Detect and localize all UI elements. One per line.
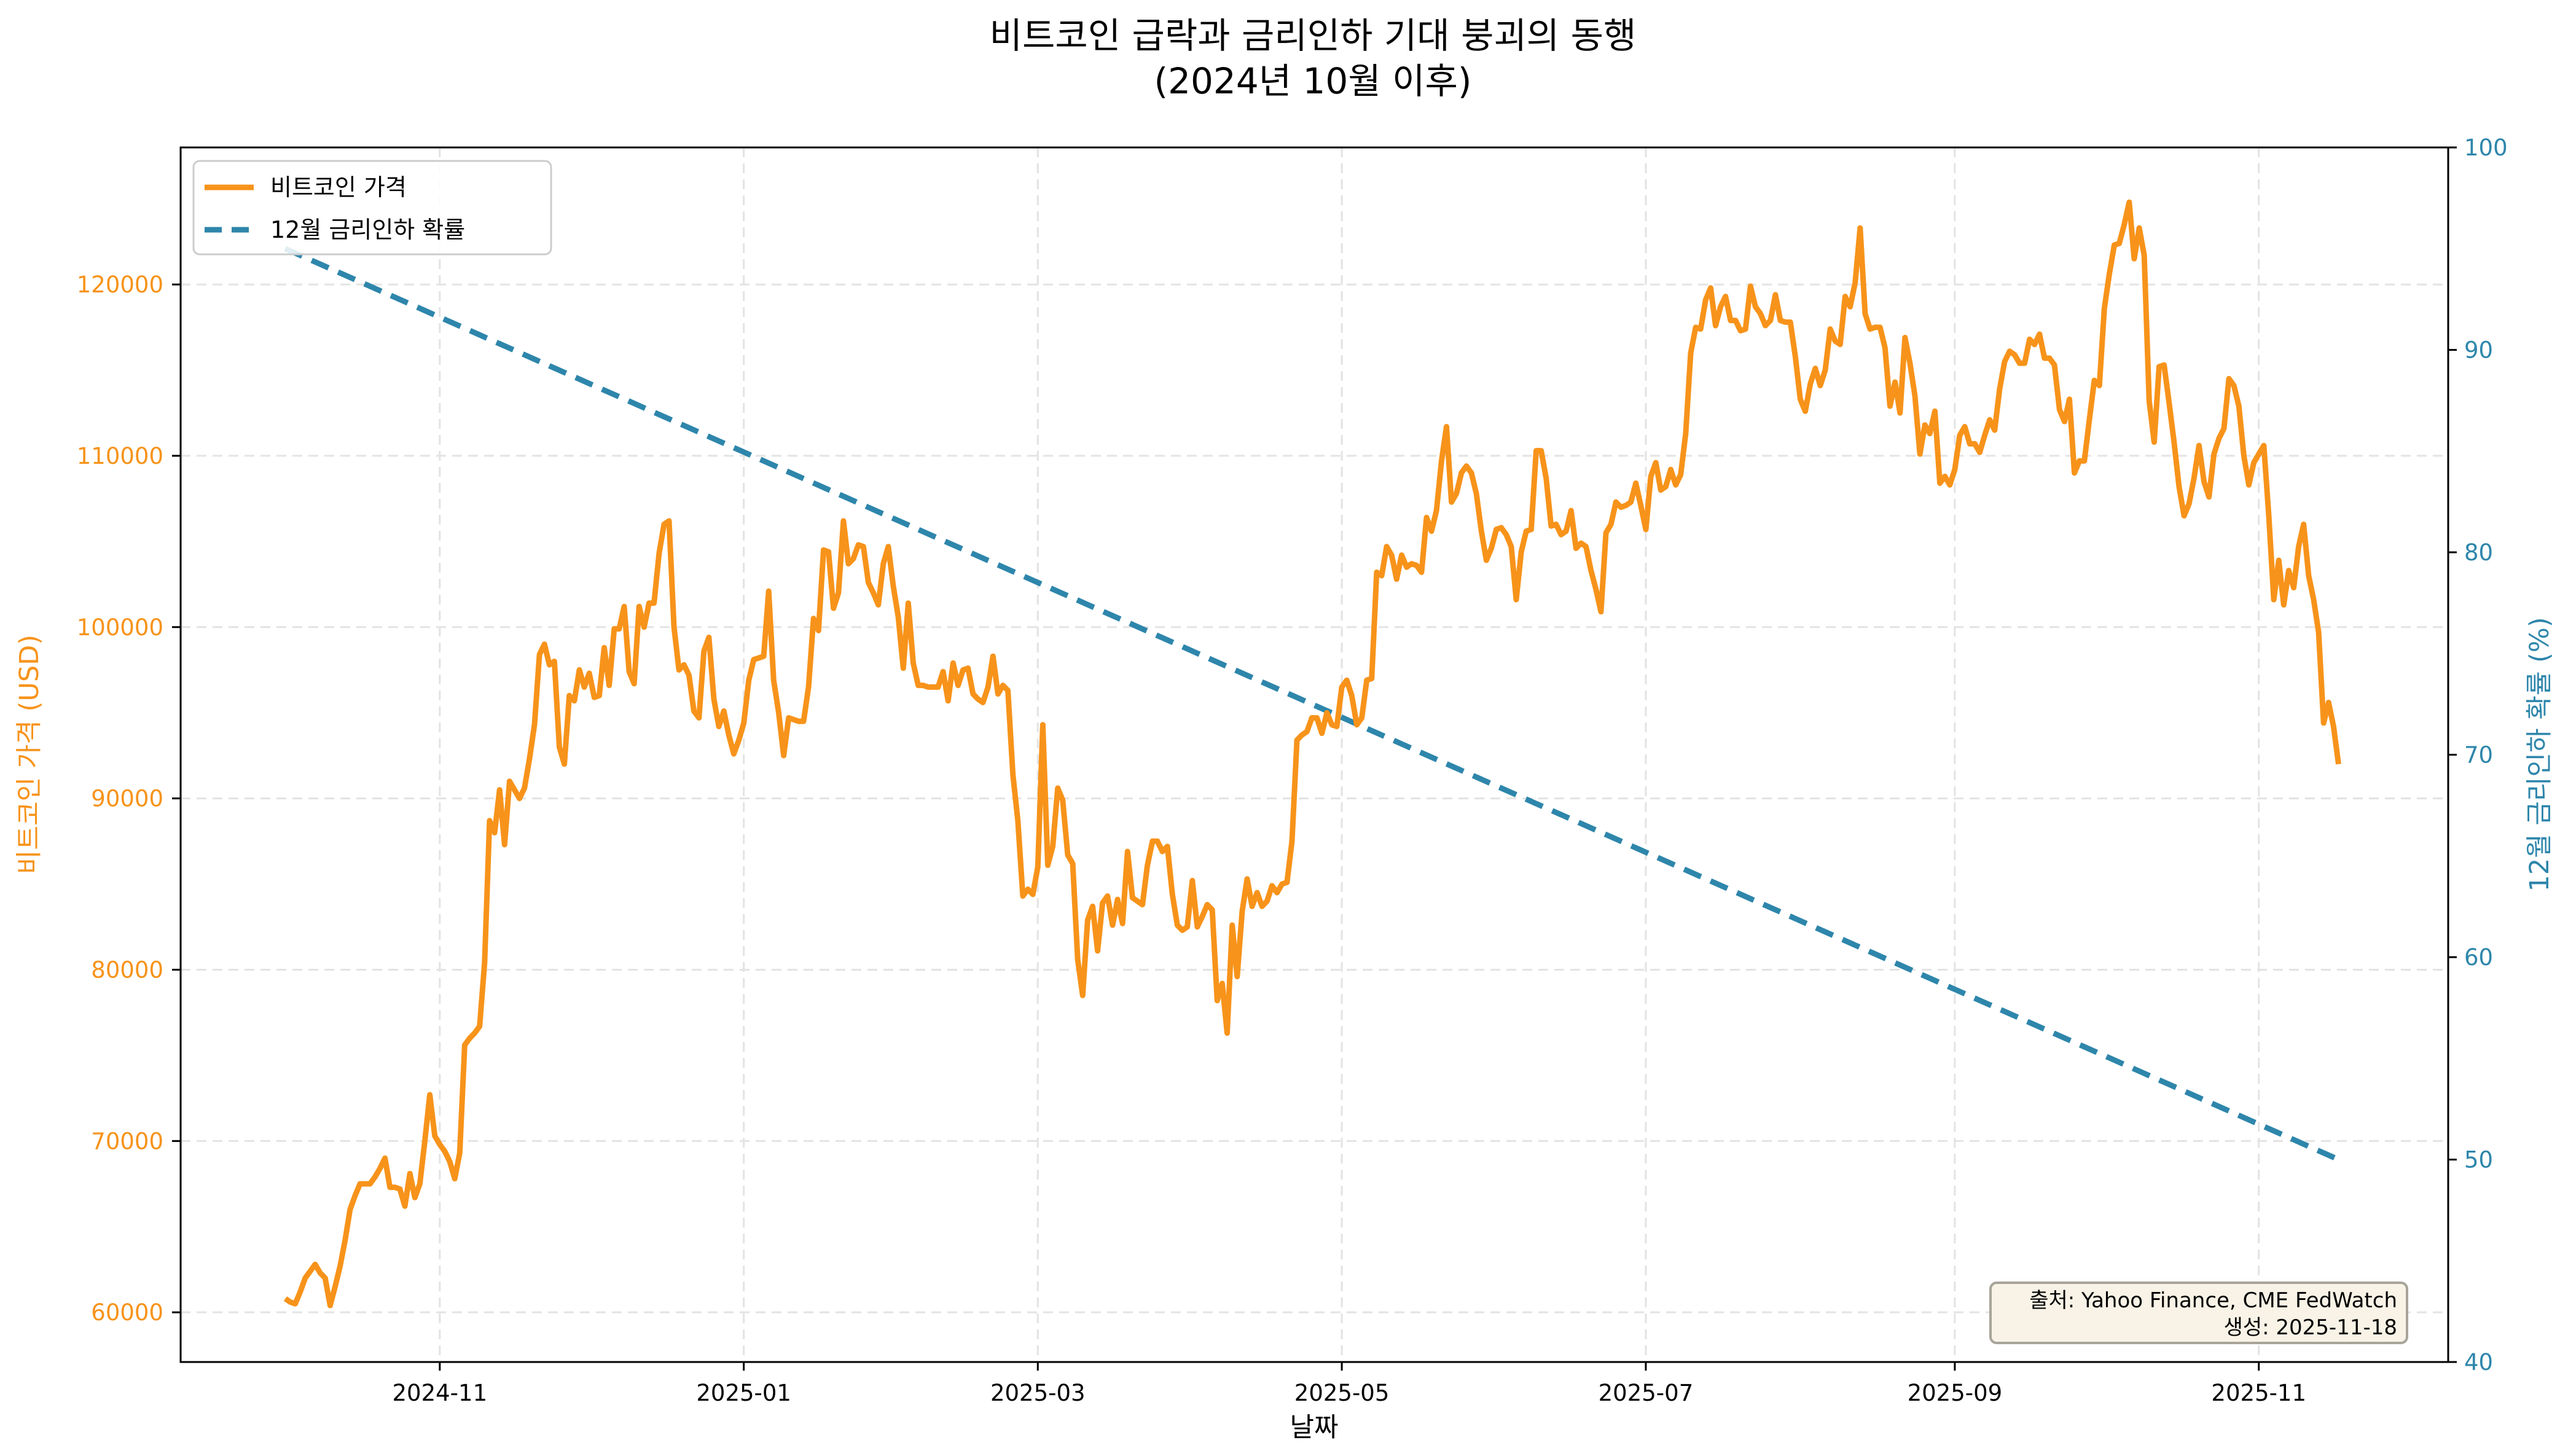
y-axis-right-label: 12월 금리인하 확률 (%) — [2524, 617, 2555, 891]
y-left-tick-label: 120000 — [77, 272, 163, 298]
x-tick-label: 2025-01 — [696, 1380, 791, 1406]
chart-title-line2: (2024년 10월 이후) — [1154, 60, 1472, 102]
x-axis: 2024-11 2025-01 2025-03 2025-05 2025-07 2025-… — [393, 1362, 2306, 1406]
y-left-tick-label: 90000 — [91, 786, 163, 812]
x-axis-label: 날짜 — [1290, 1412, 1338, 1443]
price-series — [283, 199, 2341, 1309]
y-left-tick-label: 110000 — [77, 443, 163, 469]
plot-frame — [179, 146, 2449, 1363]
y-right-tick-label: 70 — [2464, 742, 2493, 769]
x-tick-label: 2024-11 — [393, 1380, 488, 1406]
annotation-source: 출처: Yahoo Finance, CME FedWatch — [2029, 1288, 2397, 1313]
price-line — [283, 199, 2341, 1309]
y-axis-left: 60000 70000 80000 90000 100000 110000 120000 — [77, 272, 181, 1326]
y-right-tick-label: 50 — [2464, 1147, 2493, 1173]
y-axis-right: 40 50 60 70 80 90 100 — [2448, 135, 2508, 1376]
annotation-generated: 생성: 2025-11-18 — [2224, 1315, 2397, 1340]
x-tick-label: 2025-09 — [1908, 1380, 2003, 1406]
y-left-tick-label: 80000 — [91, 957, 163, 983]
y-right-tick-label: 60 — [2464, 944, 2493, 971]
y-left-tick-label: 60000 — [91, 1299, 163, 1326]
y-axis-left-label: 비트코인 가격 (USD) — [14, 635, 45, 874]
y-left-tick-label: 70000 — [91, 1128, 163, 1154]
y-right-tick-label: 100 — [2464, 135, 2508, 161]
probability-line — [284, 246, 2340, 1162]
grid — [181, 147, 2448, 1362]
annotation-box — [1989, 1282, 2408, 1344]
legend-box — [192, 160, 552, 256]
x-tick-label: 2025-03 — [990, 1380, 1086, 1406]
source-annotation: 출처: Yahoo Finance, CME FedWatch 생성: 2025… — [1989, 1282, 2408, 1344]
legend-price-label: 비트코인 가격 — [270, 174, 407, 201]
y-right-tick-label: 40 — [2464, 1349, 2493, 1376]
chart-title-line1: 비트코인 급락과 금리인하 기대 붕괴의 동행 — [990, 15, 1637, 57]
legend-probability-label: 12월 금리인하 확률 — [270, 216, 465, 243]
x-tick-label: 2025-11 — [2211, 1380, 2306, 1406]
probability-series — [284, 246, 2340, 1162]
y-right-tick-label: 90 — [2464, 337, 2493, 364]
x-tick-label: 2025-07 — [1599, 1380, 1694, 1406]
y-right-tick-label: 80 — [2464, 539, 2493, 566]
legend: 비트코인 가격 12월 금리인하 확률 — [192, 160, 552, 256]
y-left-tick-label: 100000 — [77, 614, 163, 641]
x-tick-label: 2025-05 — [1294, 1380, 1390, 1406]
